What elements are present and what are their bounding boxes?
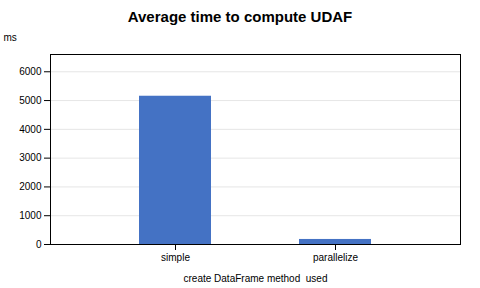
svg-text:4000: 4000 <box>19 124 42 135</box>
svg-text:3000: 3000 <box>19 152 42 163</box>
svg-text:6000: 6000 <box>19 66 42 77</box>
svg-text:0: 0 <box>36 239 42 250</box>
svg-text:5000: 5000 <box>19 95 42 106</box>
svg-text:simple: simple <box>161 252 190 263</box>
svg-text:1000: 1000 <box>19 210 42 221</box>
svg-text:parallelize: parallelize <box>313 252 358 263</box>
svg-text:2000: 2000 <box>19 181 42 192</box>
svg-text:ms: ms <box>4 32 17 43</box>
html-text:Average time to compute UDAF: Average time to compute UDAF <box>127 8 353 25</box>
svg-text:create DataFrame method used: create DataFrame method used <box>184 273 328 284</box>
